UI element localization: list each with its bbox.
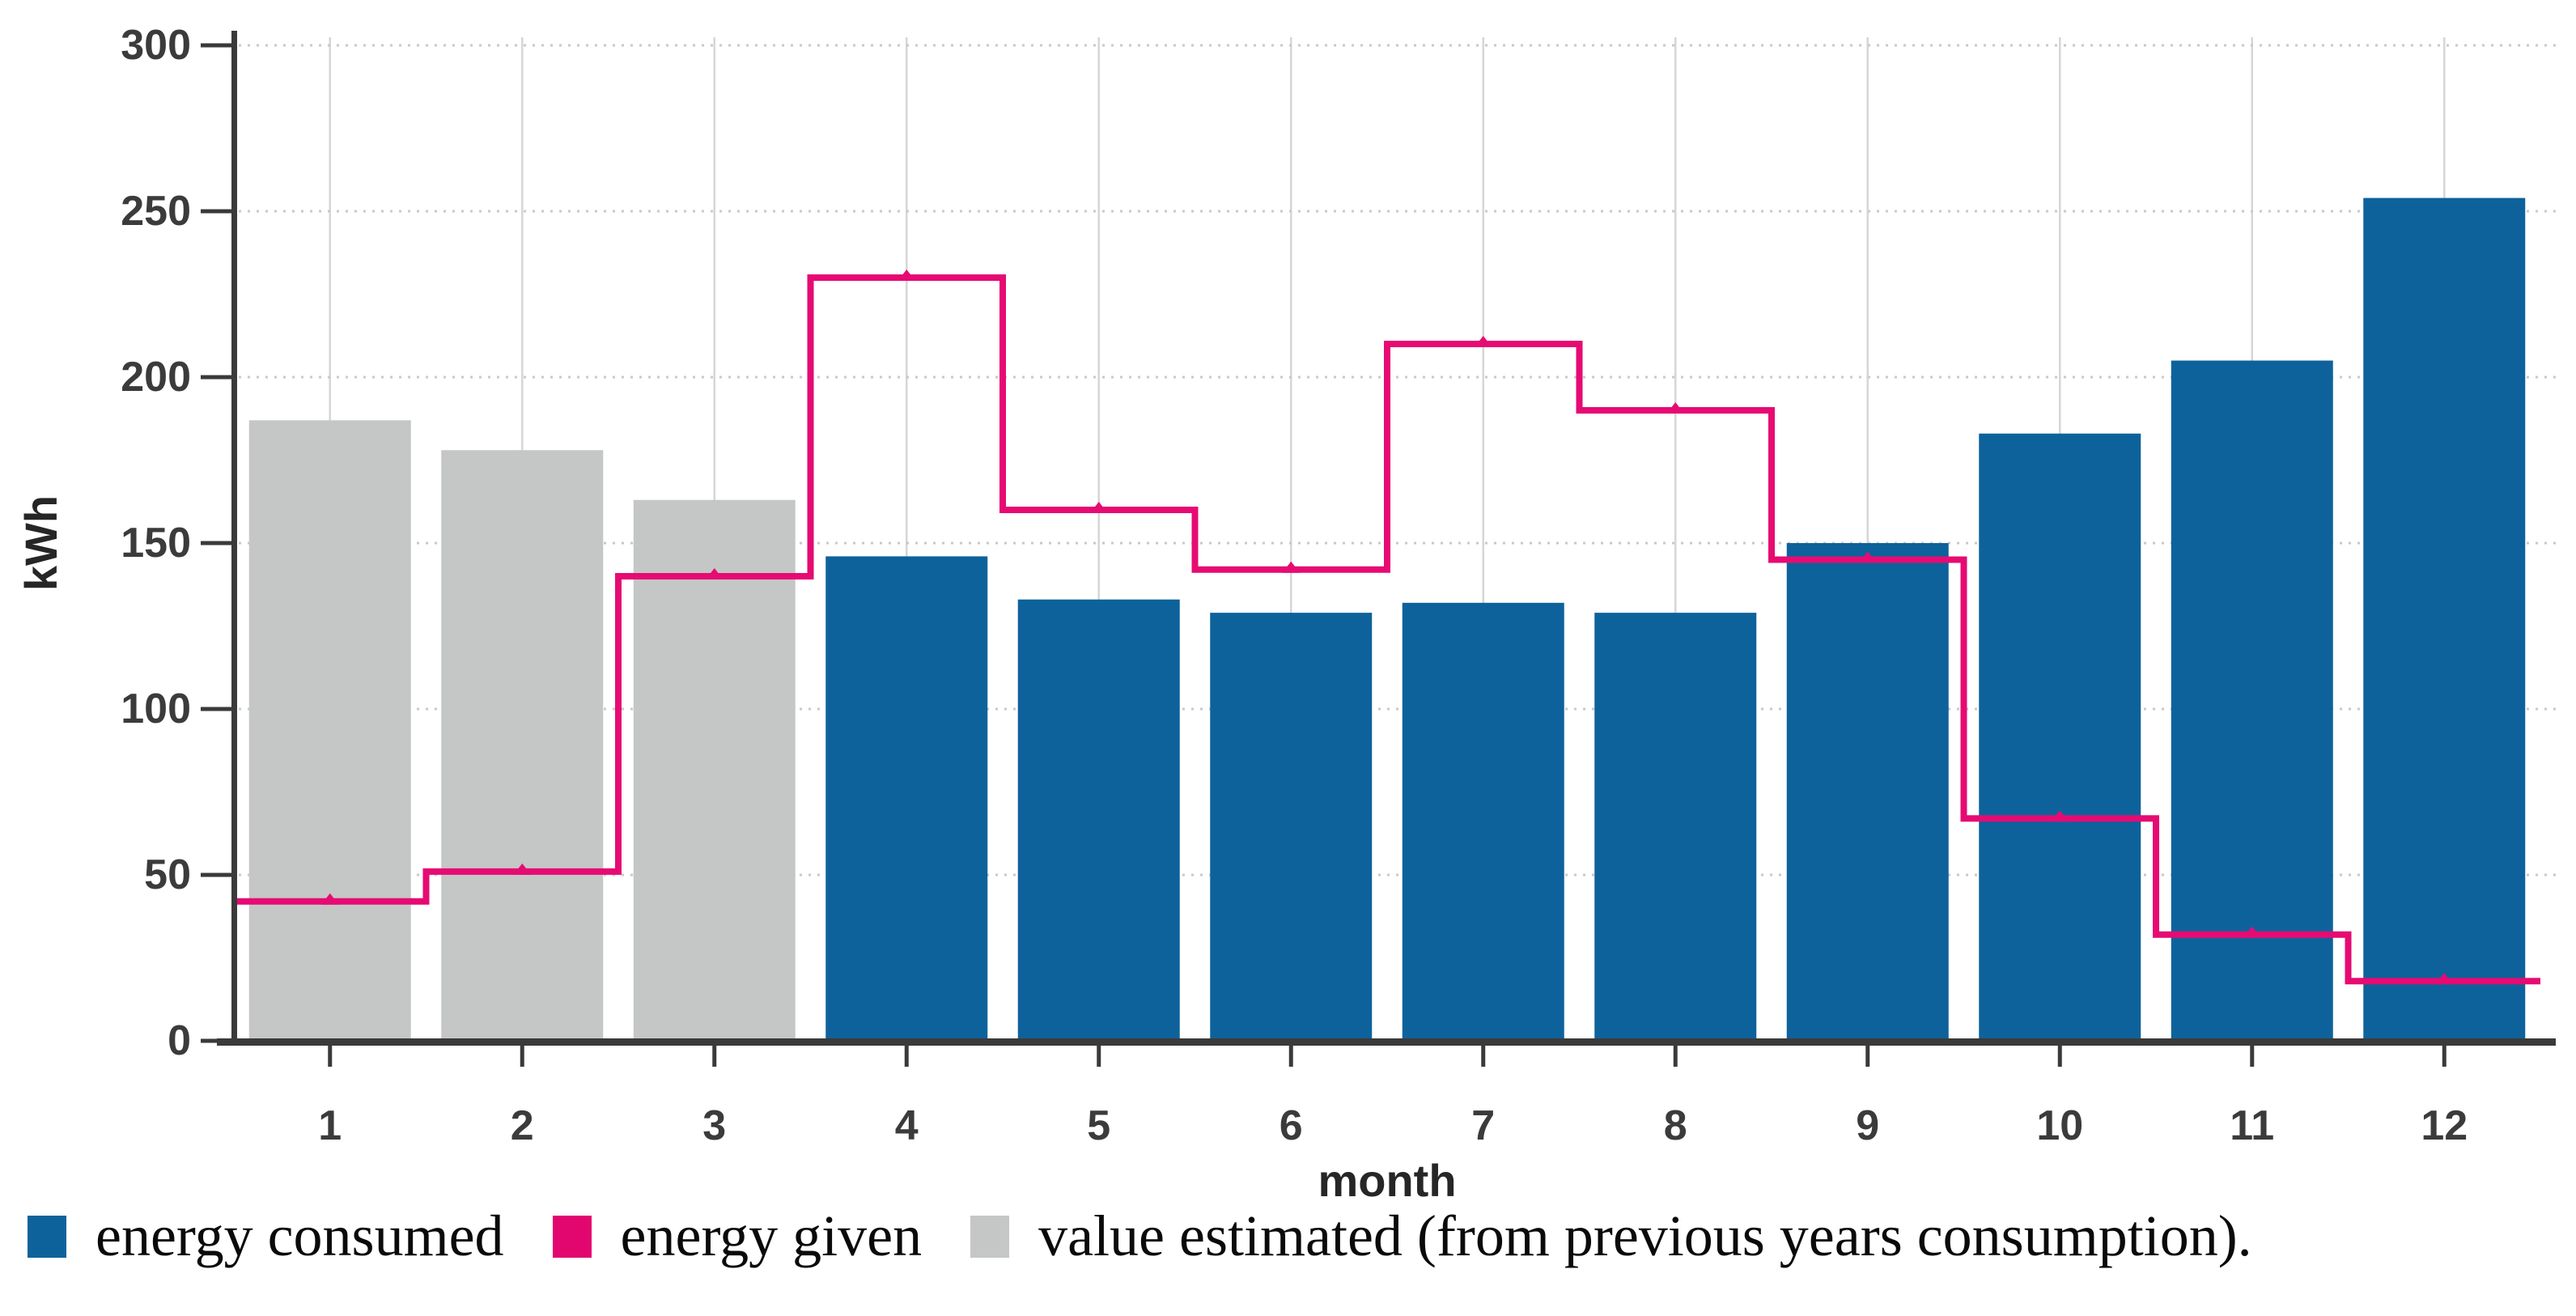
bar-value-estimated-month-2 bbox=[441, 450, 604, 1041]
x-tick-7 bbox=[1481, 1046, 1486, 1067]
x-tick-label-11: 11 bbox=[2230, 1102, 2274, 1149]
x-axis-spine bbox=[217, 1038, 2556, 1046]
energy-given-marker-month-4 bbox=[898, 270, 916, 281]
y-tick-100 bbox=[201, 707, 233, 711]
energy-given-marker-month-3 bbox=[705, 568, 724, 579]
bar-energy-consumed-month-6 bbox=[1210, 613, 1373, 1041]
x-tick-label-3: 3 bbox=[702, 1102, 726, 1149]
x-tick-label-5: 5 bbox=[1087, 1102, 1110, 1149]
x-tick-5 bbox=[1097, 1046, 1101, 1067]
bar-energy-consumed-month-4 bbox=[825, 556, 988, 1041]
energy-given-marker-month-8 bbox=[1666, 402, 1685, 414]
x-tick-label-9: 9 bbox=[1856, 1102, 1879, 1149]
y-tick-250 bbox=[201, 209, 233, 214]
x-tick-label-12: 12 bbox=[2421, 1102, 2468, 1149]
bar-energy-consumed-month-12 bbox=[2363, 197, 2526, 1042]
y-tick-label-250: 250 bbox=[121, 188, 191, 235]
energy-given-marker-month-7 bbox=[1474, 336, 1492, 347]
bar-energy-consumed-month-9 bbox=[1786, 543, 1949, 1041]
y-tick-300 bbox=[201, 43, 233, 48]
bar-energy-consumed-month-11 bbox=[2171, 360, 2333, 1041]
y-tick-200 bbox=[201, 375, 233, 380]
legend-label-value-estimated: value estimated (from previous years con… bbox=[1038, 1204, 2252, 1268]
legend-swatch-value-estimated bbox=[970, 1215, 1010, 1258]
bar-energy-consumed-month-7 bbox=[1402, 602, 1564, 1041]
legend-swatch-energy-given bbox=[552, 1215, 592, 1258]
energy-given-step-line bbox=[234, 274, 2540, 985]
x-tick-12 bbox=[2442, 1046, 2447, 1067]
energy-given-marker-month-9 bbox=[1858, 551, 1877, 563]
energy-given-marker-month-5 bbox=[1089, 502, 1108, 513]
energy-given-marker-month-12 bbox=[2435, 973, 2454, 985]
energy-given-marker-month-11 bbox=[2243, 926, 2261, 938]
bar-value-estimated-month-3 bbox=[633, 499, 796, 1041]
x-tick-label-10: 10 bbox=[2036, 1102, 2083, 1149]
bar-energy-consumed-month-10 bbox=[1979, 433, 2141, 1041]
x-tick-1 bbox=[328, 1046, 333, 1067]
energy-given-marker-month-10 bbox=[2051, 810, 2069, 822]
y-tick-label-200: 200 bbox=[121, 354, 191, 401]
y-tick-0 bbox=[201, 1038, 233, 1043]
legend-label-energy-given: energy given bbox=[620, 1204, 923, 1268]
x-tick-label-4: 4 bbox=[895, 1102, 919, 1149]
x-tick-label-7: 7 bbox=[1471, 1102, 1495, 1149]
x-tick-8 bbox=[1673, 1046, 1678, 1067]
x-tick-9 bbox=[1865, 1046, 1870, 1067]
y-tick-label-50: 50 bbox=[144, 851, 191, 898]
x-tick-label-2: 2 bbox=[511, 1102, 534, 1149]
legend-label-energy-consumed: energy consumed bbox=[95, 1204, 504, 1268]
x-axis-title: month bbox=[1318, 1155, 1456, 1206]
x-tick-label-8: 8 bbox=[1664, 1102, 1687, 1149]
x-tick-2 bbox=[520, 1046, 524, 1067]
y-axis-spine bbox=[231, 31, 237, 1045]
energy-given-marker-month-6 bbox=[1282, 561, 1301, 573]
energy-given-marker-month-1 bbox=[320, 893, 339, 905]
energy-given-marker-month-2 bbox=[513, 863, 532, 875]
x-tick-label-6: 6 bbox=[1280, 1102, 1303, 1149]
legend: energy consumed energy given value estim… bbox=[28, 1204, 2252, 1268]
y-tick-150 bbox=[201, 541, 233, 546]
x-tick-10 bbox=[2057, 1046, 2062, 1067]
y-tick-label-150: 150 bbox=[121, 520, 191, 567]
y-tick-label-0: 0 bbox=[168, 1017, 191, 1064]
bar-value-estimated-month-1 bbox=[248, 420, 411, 1041]
y-tick-label-100: 100 bbox=[121, 686, 191, 732]
x-tick-label-1: 1 bbox=[318, 1102, 342, 1149]
y-tick-50 bbox=[201, 872, 233, 877]
x-tick-6 bbox=[1288, 1046, 1293, 1067]
x-tick-4 bbox=[904, 1046, 909, 1067]
x-tick-11 bbox=[2250, 1046, 2255, 1067]
bar-energy-consumed-month-8 bbox=[1594, 613, 1757, 1041]
y-tick-label-300: 300 bbox=[121, 22, 191, 69]
x-tick-3 bbox=[712, 1046, 717, 1067]
bar-energy-consumed-month-5 bbox=[1017, 599, 1180, 1041]
legend-swatch-energy-consumed bbox=[28, 1215, 66, 1258]
y-axis-title: kWh bbox=[15, 495, 66, 591]
